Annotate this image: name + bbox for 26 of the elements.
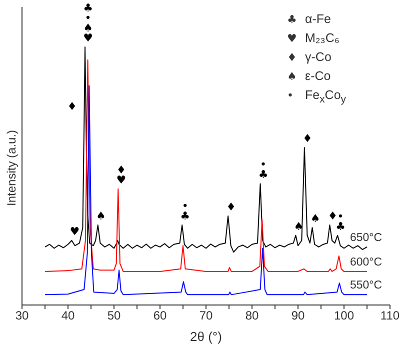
annotation: ♦ <box>302 132 312 146</box>
annotation: ♥ <box>70 225 80 238</box>
x-tick-label: 40 <box>61 308 75 323</box>
annotation: ♠ <box>96 210 106 223</box>
x-tick-label: 80 <box>245 308 259 323</box>
annotation: ♦ <box>328 210 338 223</box>
annotation: ♠ ε-Co <box>287 68 332 85</box>
text: ♥ M₂₃C₆ <box>287 30 340 47</box>
series-label: 650°C <box>350 232 382 244</box>
annotation: ♦ <box>226 200 236 214</box>
x-tick-label: 30 <box>15 308 29 323</box>
y-axis-title: Intensity (a.u.) <box>4 130 18 206</box>
x-tick-label: 50 <box>107 308 121 323</box>
annotation: • Fe$_{x}$Co$_{y}$ <box>287 87 346 108</box>
annotation: ♠ <box>310 212 320 226</box>
x-tick-label: 110 <box>380 308 400 323</box>
x-tick-label: 70 <box>199 308 213 323</box>
x-tick-label: 90 <box>291 308 305 323</box>
x-axis-title: 2θ (°) <box>190 329 222 344</box>
x-tick-label: 60 <box>153 308 167 323</box>
series-label: 600°C <box>350 256 382 268</box>
annotation: ♦ <box>67 100 78 113</box>
annotation: ♦ γ-Co <box>287 49 332 66</box>
text: ♣ α-Fe <box>287 11 332 28</box>
series-label: 550°C <box>350 280 382 292</box>
x-tick-label: 100 <box>334 308 354 323</box>
